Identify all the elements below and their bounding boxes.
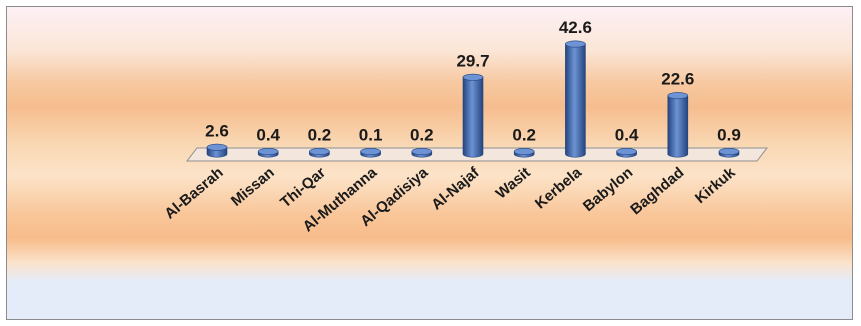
bar-top (206, 143, 228, 151)
bar-top (513, 148, 535, 156)
bar-top (565, 40, 586, 48)
bar-body (462, 77, 484, 158)
bar-top (667, 92, 689, 100)
bar-top (411, 148, 433, 156)
bar (718, 148, 740, 158)
value-label: 22.6 (661, 70, 694, 89)
bar (565, 40, 586, 158)
category-label: Kirkuk (692, 164, 739, 207)
category-label: Al-Najaf (428, 163, 483, 213)
bar (309, 148, 330, 158)
bar-body (667, 95, 689, 158)
chart-area: 2.6 0.4 0.2 0.1 0.2 29.7 0.2 42.6 0.4 22.6 0.9 Al-… (6, 6, 853, 320)
value-label: 0.2 (512, 126, 536, 145)
category-label: Baghdad (627, 164, 687, 218)
data-labels: 2.6 0.4 0.2 0.1 0.2 29.7 0.2 42.6 0.4 22.6 0.9 (205, 18, 741, 145)
bar (257, 148, 279, 158)
bar-top (462, 73, 484, 81)
category-label: Wasit (493, 164, 534, 202)
bar-top (360, 148, 381, 156)
bar-top (718, 148, 740, 156)
value-label: 42.6 (559, 18, 592, 37)
value-label: 2.6 (205, 121, 229, 140)
bar (206, 143, 228, 158)
value-label: 0.4 (256, 126, 280, 145)
bar (513, 148, 535, 158)
category-label: Babylon (580, 164, 636, 215)
value-label: 0.1 (359, 126, 383, 145)
bar (360, 148, 381, 158)
value-label: 0.2 (410, 126, 434, 145)
bar (667, 92, 689, 158)
value-label: 29.7 (456, 51, 489, 70)
category-label: Kerbela (532, 164, 586, 213)
category-labels: Al-Basrah Missan Thi-QarAl-MuthannaAl-Qadi… (161, 163, 739, 235)
value-label: 0.4 (615, 126, 639, 145)
value-label: 0.9 (717, 126, 741, 145)
value-label: 0.2 (308, 126, 332, 145)
category-label: Missan (228, 164, 278, 210)
category-label: Al-Basrah (161, 164, 226, 223)
bar-chart: 2.6 0.4 0.2 0.1 0.2 29.7 0.2 42.6 0.4 22.6 0.9 Al-… (161, 18, 769, 235)
bar-top (257, 148, 279, 156)
bar-body (565, 43, 586, 158)
bar-top (309, 148, 330, 156)
bar (616, 148, 637, 158)
bars (206, 40, 740, 158)
bar (411, 148, 433, 158)
bar-top (616, 148, 637, 156)
bar (462, 73, 484, 158)
